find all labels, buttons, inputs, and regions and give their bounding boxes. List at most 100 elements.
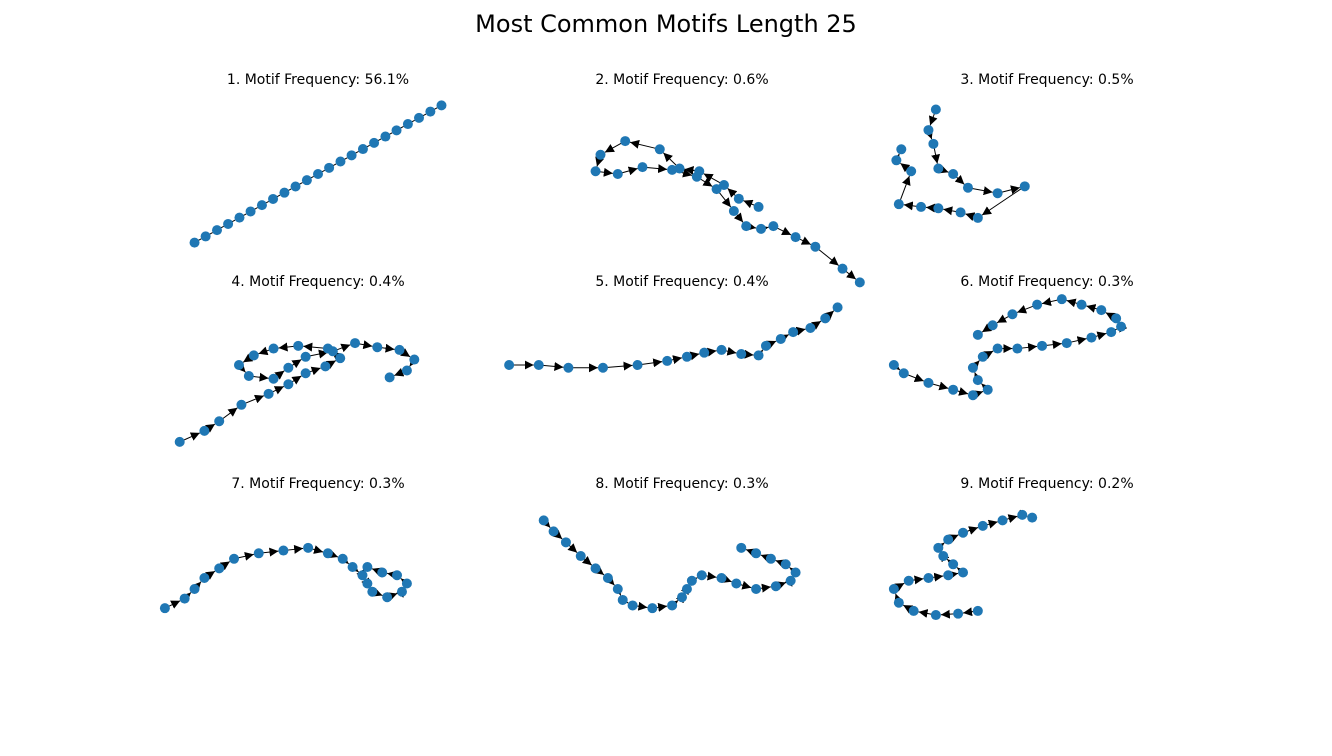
node xyxy=(367,586,378,597)
node xyxy=(933,163,944,174)
node xyxy=(699,347,710,358)
node xyxy=(279,187,290,198)
node xyxy=(790,567,801,578)
node xyxy=(972,329,983,340)
node xyxy=(677,592,687,603)
node xyxy=(1019,181,1030,192)
node xyxy=(1111,313,1122,324)
node xyxy=(335,156,346,167)
node xyxy=(977,351,988,362)
node xyxy=(785,575,796,586)
node xyxy=(933,542,944,553)
node xyxy=(369,137,380,148)
node xyxy=(982,384,993,395)
node xyxy=(768,221,779,232)
node xyxy=(731,578,742,589)
node xyxy=(928,138,939,149)
node xyxy=(278,545,289,556)
node xyxy=(691,171,702,182)
node xyxy=(820,313,831,324)
node xyxy=(718,179,729,190)
motif-panel-5: 5. Motif Frequency: 0.4% xyxy=(504,274,843,373)
node xyxy=(337,553,348,564)
node xyxy=(930,104,941,115)
node xyxy=(377,567,388,578)
node xyxy=(189,583,200,594)
node xyxy=(414,112,425,123)
panel-title-9: 9. Motif Frequency: 0.2% xyxy=(960,476,1133,492)
node xyxy=(958,567,969,578)
figure-title: Most Common Motifs Length 25 xyxy=(475,10,857,38)
motif-panel-2: 2. Motif Frequency: 0.6% xyxy=(590,72,865,288)
node xyxy=(891,155,902,166)
node xyxy=(425,106,436,117)
node xyxy=(923,125,934,136)
node xyxy=(662,355,673,366)
node xyxy=(590,166,601,177)
node xyxy=(560,537,571,548)
node xyxy=(401,578,412,589)
node xyxy=(711,184,722,195)
edge xyxy=(629,139,660,150)
node xyxy=(788,327,799,338)
node xyxy=(753,350,764,361)
node xyxy=(1116,321,1127,332)
node xyxy=(211,225,222,236)
node xyxy=(962,182,973,193)
node xyxy=(943,534,954,545)
node xyxy=(736,349,747,360)
node xyxy=(504,360,515,371)
node xyxy=(987,320,998,331)
node xyxy=(350,338,361,349)
node xyxy=(923,573,934,583)
node xyxy=(392,570,403,581)
node xyxy=(948,559,959,570)
node xyxy=(563,362,574,373)
node xyxy=(686,575,697,586)
node xyxy=(590,563,601,574)
node xyxy=(233,360,244,371)
node xyxy=(1007,309,1018,320)
node xyxy=(716,344,727,355)
node xyxy=(751,548,762,559)
node xyxy=(301,175,312,186)
node xyxy=(362,562,373,573)
node xyxy=(632,360,643,371)
node xyxy=(647,603,658,614)
motif-panel-1: 1. Motif Frequency: 56.1% xyxy=(189,72,447,248)
edge xyxy=(898,175,911,205)
node xyxy=(733,193,744,204)
node xyxy=(756,223,767,234)
node xyxy=(382,592,393,603)
node xyxy=(728,206,739,217)
edge xyxy=(981,185,1026,216)
node xyxy=(248,350,259,361)
panel-title-4: 4. Motif Frequency: 0.4% xyxy=(231,274,404,290)
motif-panel-9: 9. Motif Frequency: 0.2% xyxy=(888,476,1134,621)
node xyxy=(1012,343,1023,354)
node xyxy=(396,586,407,597)
node xyxy=(229,553,240,564)
node xyxy=(200,231,211,242)
node xyxy=(174,436,185,447)
node xyxy=(300,368,311,379)
node xyxy=(548,526,559,537)
node xyxy=(362,578,373,589)
node xyxy=(916,201,927,212)
node xyxy=(357,570,368,581)
node xyxy=(810,241,821,252)
node xyxy=(1017,509,1028,520)
node xyxy=(602,573,613,583)
node xyxy=(214,416,225,427)
node xyxy=(313,169,323,179)
node xyxy=(268,373,279,384)
node xyxy=(1027,512,1038,523)
panel-title-6: 6. Motif Frequency: 0.3% xyxy=(960,274,1133,290)
node xyxy=(617,594,628,605)
node xyxy=(357,144,368,155)
node xyxy=(681,351,692,362)
node xyxy=(696,570,707,581)
node xyxy=(972,605,983,616)
node xyxy=(346,150,357,161)
